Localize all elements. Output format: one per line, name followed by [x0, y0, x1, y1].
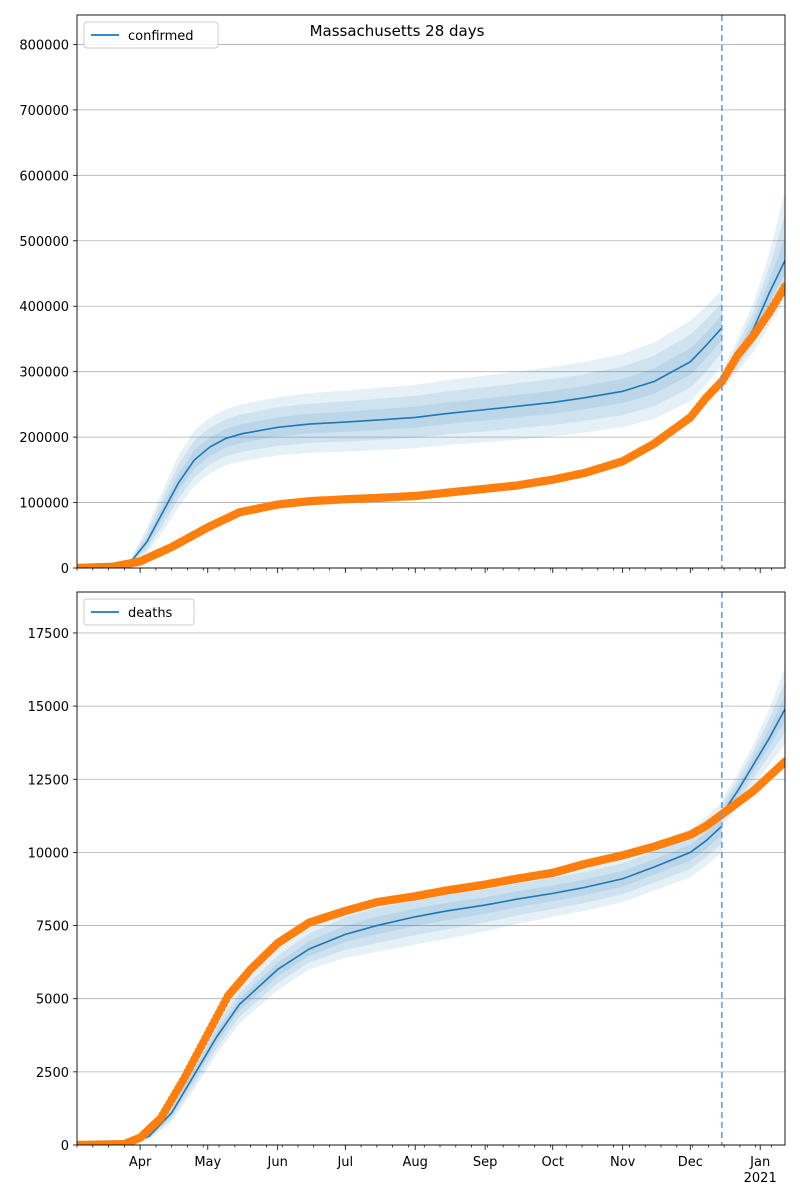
y-tick-label: 5000 — [36, 993, 69, 1008]
x-tick-label: Apr — [129, 1155, 152, 1170]
x-tick-label: Sep — [473, 1155, 498, 1170]
model-line — [77, 825, 723, 1145]
y-tick-label: 2500 — [36, 1066, 69, 1081]
y-tick-label: 500000 — [19, 235, 69, 250]
x-tick-label: Nov — [610, 1155, 636, 1170]
x-tick-label: Jan — [749, 1155, 770, 1170]
axes-frame — [76, 14, 786, 569]
observed-point — [780, 282, 785, 291]
y-tick-label: 700000 — [19, 104, 69, 119]
legend-label: confirmed — [128, 29, 194, 44]
legend: deaths — [83, 598, 195, 626]
projection-band-1 — [721, 191, 785, 392]
y-tick-label: 100000 — [19, 497, 69, 512]
x-tick-label: Aug — [403, 1155, 428, 1170]
legend-label: deaths — [128, 606, 173, 621]
chart-title: Massachusetts 28 days — [310, 22, 485, 40]
projection-band-1 — [721, 668, 785, 827]
y-tick-label: 400000 — [19, 300, 69, 315]
y-tick-label: 0 — [61, 1139, 69, 1154]
x-tick-label: Oct — [542, 1155, 564, 1170]
fit-band-2 — [77, 302, 722, 568]
plot-area — [77, 668, 785, 1145]
y-tick-label: 10000 — [28, 846, 69, 861]
model-line — [77, 327, 723, 568]
x-year-label: 2021 — [744, 1171, 777, 1186]
y-tick-label: 15000 — [28, 700, 69, 715]
y-tick-label: 7500 — [36, 920, 69, 935]
projection-line — [721, 708, 785, 815]
y-tick-label: 800000 — [19, 38, 69, 53]
y-tick-label: 12500 — [28, 773, 69, 788]
plot-area — [77, 191, 785, 568]
confirmed-chart: 0 100000 200000 300000 400000 500000 600000 700… — [19, 14, 786, 577]
x-tick-label: Dec — [678, 1155, 703, 1170]
y-tick-label: 17500 — [28, 627, 69, 642]
y-tick-label: 200000 — [19, 431, 69, 446]
projection-band-3 — [721, 695, 785, 819]
deaths-chart: 0 2500 5000 7500 10000 12500 15000 17500 Apr May J… — [28, 591, 786, 1186]
observed-point — [780, 757, 785, 766]
y-tick-label: 600000 — [19, 169, 69, 184]
legend: confirmed — [83, 21, 219, 49]
fit-band-1 — [77, 289, 722, 568]
projection-band-2 — [721, 682, 785, 823]
x-tick-label: May — [194, 1155, 221, 1170]
legend-box — [83, 598, 195, 626]
fit-band-1 — [77, 802, 722, 1145]
x-tick-label: Jul — [336, 1155, 353, 1170]
axes-frame — [76, 591, 786, 1146]
y-tick-label: 0 — [61, 562, 69, 577]
x-tick-label: Jun — [267, 1155, 288, 1170]
fit-band-3 — [77, 315, 722, 568]
y-tick-label: 300000 — [19, 366, 69, 381]
fit-band-2 — [77, 810, 722, 1145]
legend-box — [83, 21, 219, 49]
